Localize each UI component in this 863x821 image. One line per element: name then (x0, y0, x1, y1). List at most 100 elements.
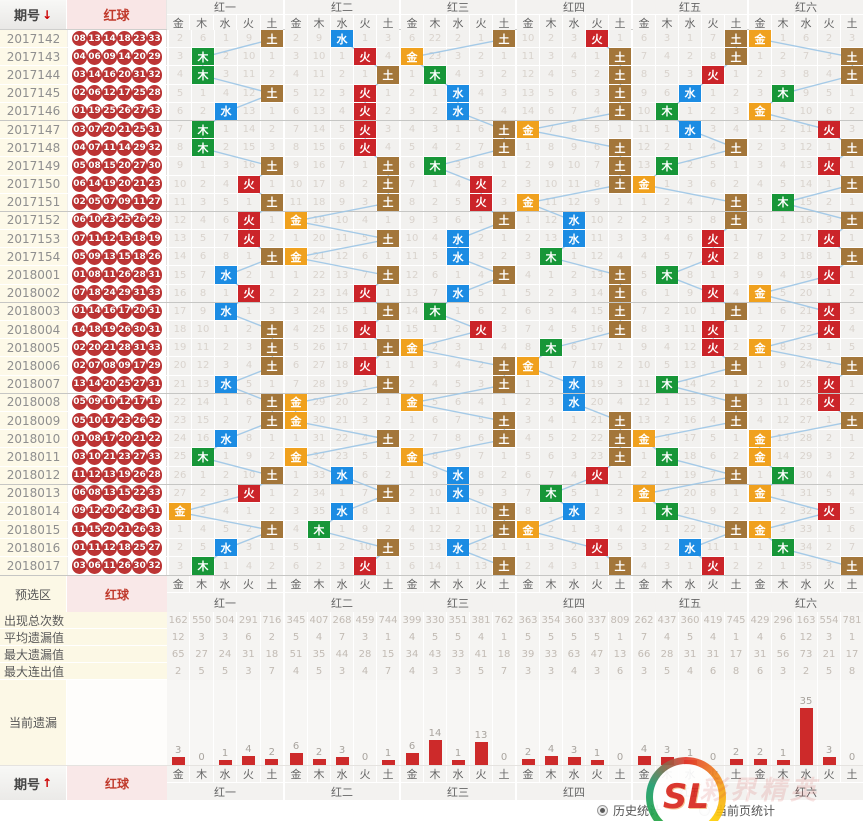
miss-count: 19 (590, 378, 604, 390)
trend-cell-hit: 土 (260, 466, 283, 484)
element-header: 水 (212, 766, 237, 782)
trend-cell-miss: 1 (517, 139, 539, 157)
trend-cell-miss: 2 (214, 48, 237, 66)
trend-cell-miss: 7 (701, 30, 724, 48)
miss-count: 5 (292, 342, 300, 354)
trend-cell-miss: 3 (608, 502, 631, 521)
trend-cell-miss: 6 (191, 30, 214, 48)
miss-count: 2 (524, 233, 532, 245)
trend-cell-miss: 1 (214, 30, 237, 48)
trend-cell-miss: 8 (469, 466, 492, 484)
red-balls: 07 11 12 13 18 19 (67, 230, 167, 248)
trend-cell-miss: 8 (749, 248, 771, 266)
red-ball: 03 (71, 449, 88, 465)
trend-cell-miss: 4 (492, 102, 515, 120)
period-sort-header[interactable]: 期号 ↓ (0, 0, 67, 29)
red-ball: 14 (116, 139, 133, 156)
element-header: 火 (817, 766, 840, 782)
stat-value: 4 (749, 629, 771, 646)
trend-cell-miss: 2 (446, 30, 469, 48)
group-name-label: 红三 (401, 593, 515, 612)
red-ball: 28 (146, 467, 163, 483)
red-ball-label: 红球 (67, 766, 167, 800)
miss-count: 26 (173, 469, 187, 481)
trend-group: 2 9 10 7 土 (515, 157, 631, 175)
trend-group: 6 27 18 火 1 (283, 357, 399, 375)
trend-cell-miss: 1 (376, 284, 399, 302)
trend-cell-miss: 3 (817, 557, 840, 575)
trend-cell-miss: 12 (517, 66, 539, 84)
red-ball: 03 (71, 558, 88, 574)
trend-cell-hit: 水 (562, 375, 585, 393)
miss-count: 15 (242, 142, 256, 154)
red-ball: 20 (116, 176, 133, 192)
element-marker: 火 (818, 120, 840, 139)
red-ball: 19 (146, 394, 163, 411)
red-ball: 12 (101, 85, 118, 101)
miss-count: 16 (799, 214, 813, 226)
miss-count: 1 (268, 433, 276, 445)
miss-count: 1 (848, 433, 856, 445)
trend-cell-miss: 1 (376, 248, 399, 266)
stat-row-avg-miss: 平均遗漏值 12 3 3 6 2 5 4 7 3 1 4 5 5 4 1 5 5 5 5 1 7 4 5 4 1 4 6 12 3 1 (0, 629, 863, 646)
red-ball: 01 (71, 540, 88, 556)
miss-count: 2 (663, 542, 671, 554)
element-header: 金 (517, 576, 539, 592)
trend-cell-miss: 21 (330, 411, 353, 430)
miss-count: 8 (524, 342, 532, 354)
miss-count: 7 (431, 433, 439, 445)
trend-group: 26 1 2 10 土 (167, 466, 283, 484)
miss-count: 9 (640, 342, 648, 354)
trend-cell-miss: 5 (655, 248, 678, 266)
preselect-label: 预选区 (0, 576, 67, 612)
radio-history-stats[interactable]: 历史统计 (596, 802, 661, 819)
trend-cell-miss: 2 (724, 502, 747, 521)
miss-count: 1 (732, 69, 740, 81)
miss-count: 1 (384, 214, 392, 226)
miss-count: 16 (242, 160, 256, 172)
trend-cell-miss: 6 (169, 102, 191, 120)
miss-count: 10 (590, 214, 604, 226)
trend-cell-miss: 14 (771, 448, 794, 466)
trend-cell-miss: 13 (517, 84, 539, 102)
current-miss-cell: 2 (517, 680, 539, 765)
red-ball: 26 (131, 412, 148, 429)
red-ball: 11 (101, 139, 118, 156)
current-miss-value: 6 (408, 740, 416, 752)
trend-cell-hit: 土 (724, 139, 747, 157)
current-miss-value: 2 (315, 746, 323, 758)
trend-cell-miss: 2 (307, 557, 330, 575)
miss-count: 12 (312, 87, 326, 99)
miss-count: 10 (544, 178, 558, 190)
current-miss-value: 4 (640, 743, 648, 755)
trend-cell-miss: 1 (840, 193, 863, 211)
trend-cell-miss: 11 (401, 248, 423, 266)
miss-count: 5 (593, 124, 601, 136)
miss-count: 5 (408, 542, 416, 554)
miss-count: 6 (779, 305, 787, 317)
period-sort-footer[interactable]: 期号 ↑ (0, 766, 67, 800)
trend-cell-miss: 3 (771, 248, 794, 266)
trend-cell-hit: 火 (817, 302, 840, 320)
radio-current-page-stats[interactable]: 当前页统计 (698, 802, 775, 819)
trend-cell-miss: 9 (169, 157, 191, 175)
trend-group: 9 4 19 火 1 (747, 266, 863, 284)
miss-count: 1 (686, 105, 694, 117)
element-header: 土 (376, 576, 399, 592)
miss-count: 10 (242, 51, 256, 63)
miss-count: 1 (686, 33, 694, 45)
trend-cell-miss: 7 (469, 448, 492, 466)
miss-count: 15 (312, 142, 326, 154)
period-label: 2018007 (0, 375, 67, 393)
trend-cell-miss: 15 (191, 411, 214, 430)
trend-cell-miss: 12 (191, 357, 214, 375)
current-miss-bar (776, 760, 790, 765)
miss-count: 1 (222, 287, 230, 299)
table-row: 2017152 06 10 23 25 26 29 12 4 6 火 1 金 19 10 4 1 9 3 6 1 土 1 12… (0, 211, 863, 231)
miss-count: 5 (663, 69, 671, 81)
red-ball: 12 (101, 540, 118, 556)
red-ball: 19 (101, 321, 118, 338)
trend-cell-hit: 土 (608, 302, 631, 320)
miss-count: 1 (454, 124, 462, 136)
